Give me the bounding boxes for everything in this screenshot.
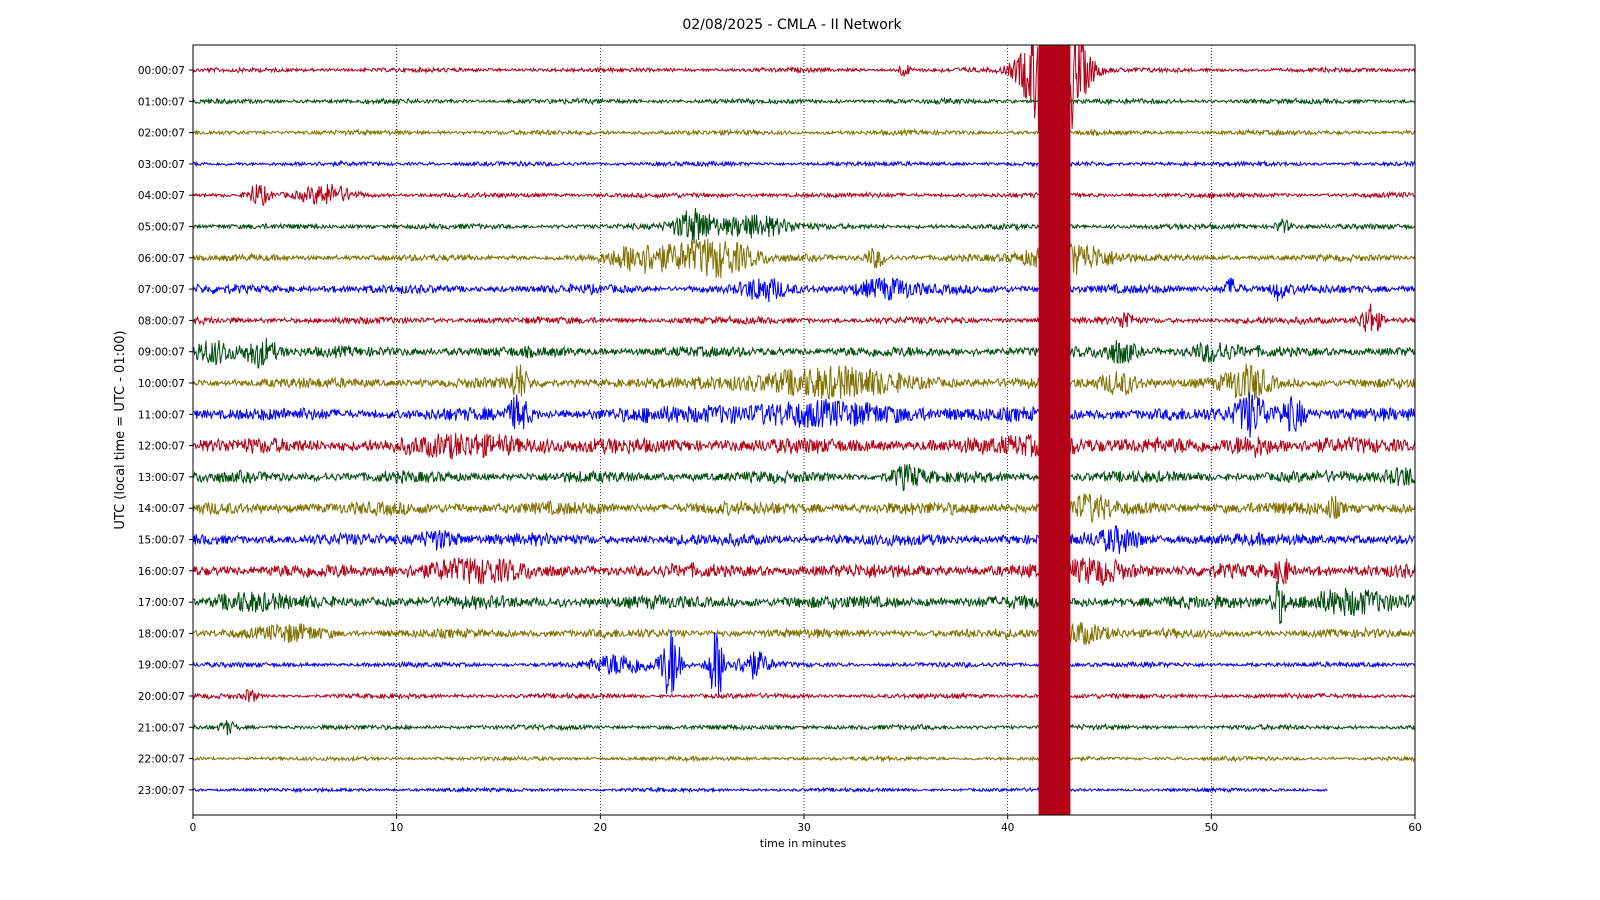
chart-title: 02/08/2025 - CMLA - II Network — [682, 17, 902, 33]
trace-22-00-07 — [193, 754, 1415, 763]
earthquake-signal-band — [1038, 45, 1071, 815]
x-axis-label: time in minutes — [760, 837, 847, 850]
trace-23-00-07 — [193, 786, 1328, 794]
trace-04-00-07 — [193, 184, 1415, 206]
y-tick-label: 03:00:07 — [138, 159, 185, 171]
y-tick-label: 15:00:07 — [138, 535, 185, 547]
y-axis-ticks: 00:00:07 01:00:07 02:00:07 03:00:07 04:00:07… — [138, 65, 193, 797]
x-tick-label: 30 — [797, 822, 810, 834]
trace-08-00-07 — [193, 303, 1415, 333]
y-tick-label: 05:00:07 — [138, 222, 185, 234]
trace-20-00-07 — [193, 689, 1415, 703]
trace-17-00-07 — [193, 580, 1415, 625]
trace-09-00-07 — [193, 337, 1415, 370]
y-tick-label: 01:00:07 — [138, 96, 185, 108]
trace-18-00-07 — [193, 622, 1415, 646]
x-gridlines — [396, 45, 1212, 815]
y-tick-label: 10:00:07 — [138, 378, 185, 390]
trace-10-00-07 — [193, 363, 1415, 403]
y-tick-label: 22:00:07 — [138, 754, 185, 766]
trace-01-00-07 — [193, 96, 1415, 106]
y-tick-label: 13:00:07 — [138, 472, 185, 484]
y-axis-label: UTC (local time = UTC - 01:00) — [113, 330, 128, 529]
trace-19-00-07 — [193, 630, 1415, 696]
y-tick-label: 18:00:07 — [138, 628, 185, 640]
y-tick-label: 12:00:07 — [138, 441, 185, 453]
y-tick-label: 02:00:07 — [138, 128, 185, 140]
y-tick-label: 04:00:07 — [138, 190, 185, 202]
y-tick-label: 06:00:07 — [138, 253, 185, 265]
y-tick-label: 07:00:07 — [138, 284, 185, 296]
y-tick-label: 17:00:07 — [138, 597, 185, 609]
y-tick-label: 09:00:07 — [138, 347, 185, 359]
y-tick-label: 11:00:07 — [138, 409, 185, 421]
trace-02-00-07 — [193, 127, 1415, 137]
y-tick-label: 19:00:07 — [138, 660, 185, 672]
trace-07-00-07 — [193, 277, 1415, 303]
trace-21-00-07 — [193, 720, 1415, 736]
trace-06-00-07 — [193, 238, 1415, 279]
y-tick-label: 21:00:07 — [138, 722, 185, 734]
trace-11-00-07 — [193, 392, 1415, 438]
x-axis-ticks: 0 10 20 30 40 50 60 — [190, 815, 1422, 834]
trace-05-00-07 — [193, 208, 1415, 244]
y-tick-label: 16:00:07 — [138, 566, 185, 578]
y-tick-label: 00:00:07 — [138, 65, 185, 77]
y-tick-label: 23:00:07 — [138, 785, 185, 797]
y-tick-label: 20:00:07 — [138, 691, 185, 703]
x-tick-label: 10 — [390, 822, 403, 834]
x-tick-label: 50 — [1205, 822, 1218, 834]
trace-00-00-07 — [193, 45, 1415, 151]
trace-13-00-07 — [193, 464, 1415, 492]
x-tick-label: 40 — [1001, 822, 1014, 834]
trace-15-00-07 — [193, 524, 1415, 554]
y-tick-label: 14:00:07 — [138, 503, 185, 515]
trace-03-00-07 — [193, 159, 1415, 168]
x-tick-label: 0 — [190, 822, 197, 834]
seismic-traces — [193, 45, 1415, 815]
x-tick-label: 60 — [1408, 822, 1421, 834]
trace-16-00-07 — [193, 557, 1415, 587]
y-tick-label: 08:00:07 — [138, 315, 185, 327]
x-tick-label: 20 — [594, 822, 607, 834]
trace-12-00-07 — [193, 432, 1415, 460]
trace-14-00-07 — [193, 493, 1415, 524]
